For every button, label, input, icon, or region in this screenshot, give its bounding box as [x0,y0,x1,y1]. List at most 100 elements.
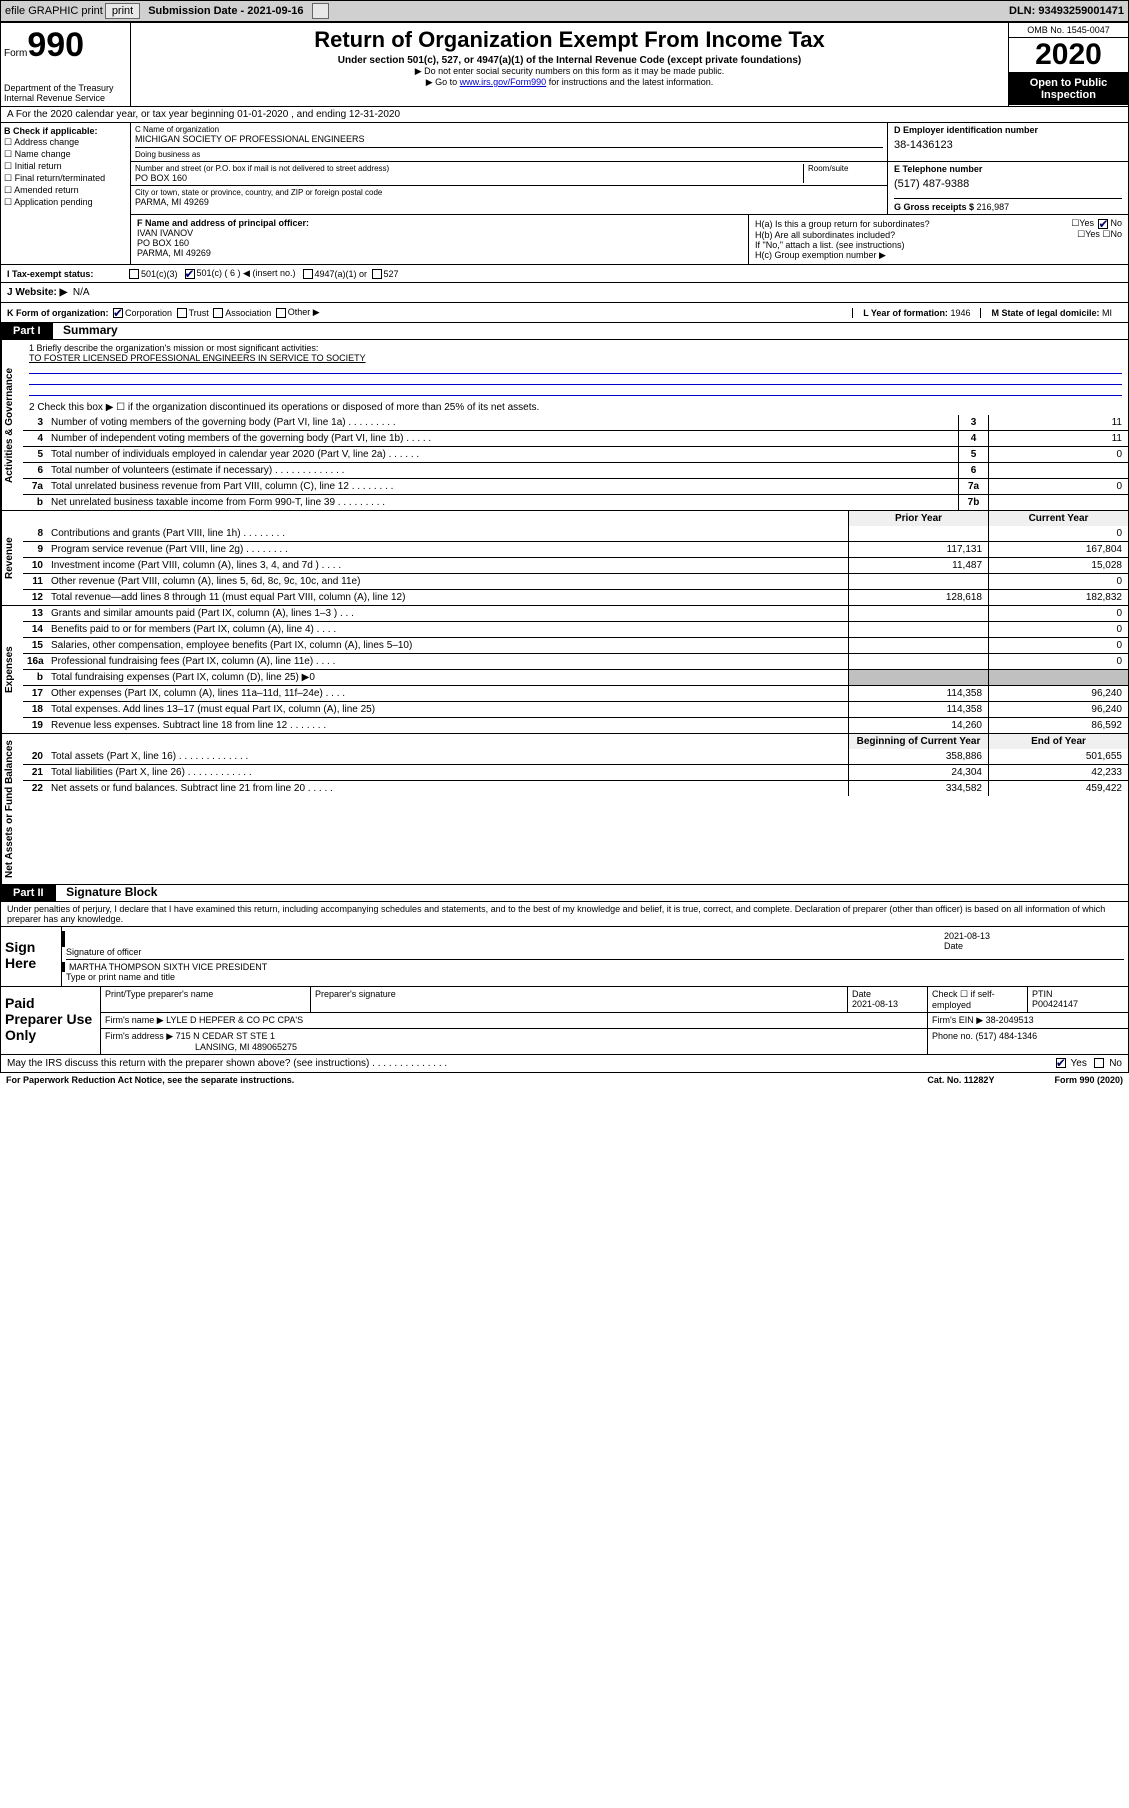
chk-pending[interactable]: ☐ Application pending [4,197,127,208]
end-year-hdr: End of Year [988,734,1128,749]
prep-date-label: Date [852,989,871,999]
city-label: City or town, state or province, country… [135,188,883,197]
org-name-block: C Name of organization MICHIGAN SOCIETY … [131,123,888,162]
room-label: Room/suite [803,164,883,183]
prep-sig-label: Preparer's signature [311,987,848,1012]
sig-date: 2021-08-13 [944,931,1124,941]
hc-label: H(c) Group exemption number ▶ [755,250,1122,261]
gov-line: 7aTotal unrelated business revenue from … [23,478,1128,494]
chk-corp[interactable] [113,308,123,318]
chk-501c[interactable] [185,269,195,279]
gov-line: 3Number of voting members of the governi… [23,415,1128,430]
street-label: Number and street (or P.O. box if mail i… [135,164,803,173]
chk-final-return[interactable]: ☐ Final return/terminated [4,173,127,184]
prep-date-val: 2021-08-13 [852,999,898,1009]
vtab-revenue: Revenue [1,511,23,605]
chk-name-change[interactable]: ☐ Name change [4,149,127,160]
sign-here-row: Sign Here Signature of officer 2021-08-1… [1,927,1128,987]
address-block: Number and street (or P.O. box if mail i… [131,162,888,214]
summary-line: 15Salaries, other compensation, employee… [23,637,1128,653]
ein-value: 38-1436123 [894,135,1122,155]
discuss-yes[interactable] [1056,1058,1066,1068]
begin-year-hdr: Beginning of Current Year [848,734,988,749]
part2-header-row: Part II Signature Block [1,884,1128,902]
blank-button[interactable] [312,3,329,19]
summary-expenses: Expenses 13Grants and similar amounts pa… [1,605,1128,733]
omb-number: OMB No. 1545-0047 [1009,23,1128,38]
street-value: PO BOX 160 [135,173,803,183]
sig-of-officer-label: Signature of officer [66,947,944,957]
header-center: Return of Organization Exempt From Incom… [131,23,1008,106]
summary-net: Net Assets or Fund Balances Beginning of… [1,733,1128,884]
gross-label: G Gross receipts $ [894,202,977,212]
chk-527[interactable] [372,269,382,279]
prep-selfemp: Check ☐ if self-employed [928,987,1028,1012]
gross-value: 216,987 [977,202,1010,212]
form-title: Return of Organization Exempt From Incom… [139,27,1000,53]
j-value: N/A [73,287,90,298]
summary-line: 16aProfessional fundraising fees (Part I… [23,653,1128,669]
note-ssn: ▶ Do not enter social security numbers o… [139,66,1000,77]
org-name: MICHIGAN SOCIETY OF PROFESSIONAL ENGINEE… [135,134,883,144]
prior-year-hdr: Prior Year [848,511,988,526]
j-label: J Website: ▶ [7,287,67,298]
col-c: C Name of organization MICHIGAN SOCIETY … [131,123,1128,264]
summary-governance: Activities & Governance 1 Briefly descri… [1,340,1128,510]
form-subtitle: Under section 501(c), 527, or 4947(a)(1)… [139,55,1000,66]
irs-discuss-row: May the IRS discuss this return with the… [1,1055,1128,1072]
col-f-officer: F Name and address of principal officer:… [131,215,748,264]
dba-label: Doing business as [135,147,883,159]
org-name-label: C Name of organization [135,125,883,134]
underline-2 [29,375,1122,385]
city-value: PARMA, MI 49269 [135,197,883,207]
gov-line: 4Number of independent voting members of… [23,430,1128,446]
firm-addr2: LANSING, MI 489065275 [195,1042,297,1052]
section-bcde: B Check if applicable: ☐ Address change … [1,123,1128,265]
preparer-label: Paid Preparer Use Only [1,987,101,1054]
summary-line: 20Total assets (Part X, line 16) . . . .… [23,749,1128,764]
discuss-no[interactable] [1094,1058,1104,1068]
print-button[interactable]: print [105,3,140,19]
gov-line: 5Total number of individuals employed in… [23,446,1128,462]
col-h-group: H(a) Is this a group return for subordin… [748,215,1128,264]
l-block: L Year of formation: 1946 [852,308,980,318]
chk-address-change[interactable]: ☐ Address change [4,137,127,148]
ptin-val: P00424147 [1032,999,1078,1009]
col-d-ein: D Employer identification number 38-1436… [888,123,1128,162]
chk-trust[interactable] [177,308,187,318]
header-left: Form990 Department of the Treasury Inter… [1,23,131,106]
footer-left: For Paperwork Reduction Act Notice, see … [6,1075,294,1085]
vtab-governance: Activities & Governance [1,340,23,510]
dept-label: Department of the Treasury Internal Reve… [4,83,127,103]
tax-year: 2020 [1009,38,1128,73]
summary-line: 8Contributions and grants (Part VIII, li… [23,526,1128,541]
chk-4947[interactable] [303,269,313,279]
summary-revenue: Revenue Prior Year Current Year 8Contrib… [1,510,1128,605]
chk-assoc[interactable] [213,308,223,318]
firm-ein-label: Firm's EIN ▶ [932,1015,986,1025]
summary-line: 12Total revenue—add lines 8 through 11 (… [23,589,1128,605]
header-row: Form990 Department of the Treasury Inter… [1,23,1128,107]
i-label: I Tax-exempt status: [7,269,127,279]
header-right: OMB No. 1545-0047 2020 Open to Public In… [1008,23,1128,106]
irs-link[interactable]: www.irs.gov/Form990 [460,77,547,87]
chk-501c3[interactable] [129,269,139,279]
chk-initial-return[interactable]: ☐ Initial return [4,161,127,172]
current-year-hdr: Current Year [988,511,1128,526]
summary-line: 10Investment income (Part VIII, column (… [23,557,1128,573]
line1-label: 1 Briefly describe the organization's mi… [29,343,1122,353]
officer-addr1: PO BOX 160 [137,238,742,248]
efile-label: efile GRAPHIC print [5,5,103,17]
form-number: Form990 [4,26,127,65]
firm-addr-label: Firm's address ▶ [105,1031,176,1041]
summary-line: 18Total expenses. Add lines 13–17 (must … [23,701,1128,717]
phone-value: (517) 487-9388 [894,174,1122,194]
chk-other[interactable] [276,308,286,318]
firm-ein: 38-2049513 [986,1015,1034,1025]
chk-amended[interactable]: ☐ Amended return [4,185,127,196]
firm-label: Firm's name ▶ [105,1015,166,1025]
open-inspection: Open to Public Inspection [1009,73,1128,105]
hb-note: If "No," attach a list. (see instruction… [755,240,1122,250]
prep-name-label: Print/Type preparer's name [101,987,311,1012]
part2-declaration: Under penalties of perjury, I declare th… [1,902,1128,927]
